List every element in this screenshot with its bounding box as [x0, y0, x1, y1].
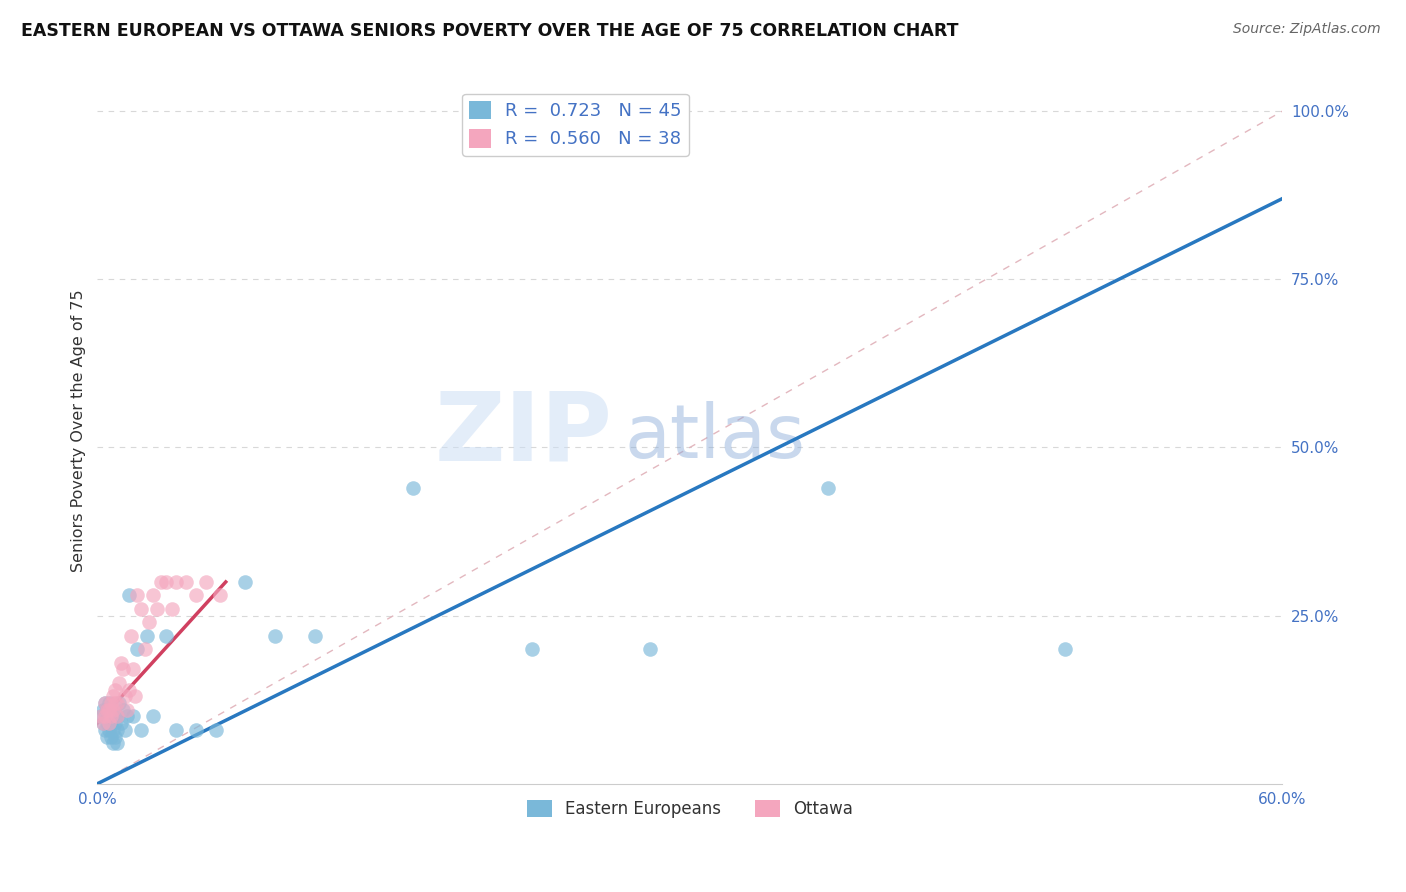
Point: [94, 723, 117, 737]
Point: [108, 676, 131, 690]
Point: [105, 723, 128, 737]
Point: [94, 696, 117, 710]
Point: [94, 709, 117, 723]
Point: [165, 723, 187, 737]
Point: [155, 574, 177, 589]
Point: [104, 682, 127, 697]
Point: [101, 736, 124, 750]
Point: [98, 723, 121, 737]
Point: [91, 716, 114, 731]
Point: [120, 629, 142, 643]
Point: [100, 709, 122, 723]
Point: [118, 588, 141, 602]
Point: [142, 588, 165, 602]
Point: [110, 716, 132, 731]
Point: [105, 736, 128, 750]
Point: [165, 574, 187, 589]
Point: [184, 723, 207, 737]
Point: [101, 703, 124, 717]
Point: [104, 716, 127, 731]
Point: [114, 690, 136, 704]
Point: [115, 709, 138, 723]
Point: [98, 703, 121, 717]
Point: [100, 696, 122, 710]
Legend: Eastern Europeans, Ottawa: Eastern Europeans, Ottawa: [520, 793, 859, 825]
Point: [91, 703, 114, 717]
Point: [124, 690, 146, 704]
Point: [100, 716, 122, 731]
Point: [98, 696, 121, 710]
Point: [520, 642, 543, 657]
Point: [402, 481, 425, 495]
Point: [105, 709, 128, 723]
Point: [122, 709, 145, 723]
Point: [125, 642, 148, 657]
Point: [162, 602, 184, 616]
Point: [145, 602, 167, 616]
Point: [110, 656, 132, 670]
Point: [100, 730, 122, 744]
Point: [1054, 642, 1077, 657]
Point: [135, 629, 157, 643]
Point: [105, 696, 128, 710]
Point: [105, 709, 128, 723]
Point: [90, 709, 112, 723]
Point: [104, 730, 127, 744]
Point: [129, 723, 152, 737]
Point: [205, 723, 228, 737]
Point: [129, 602, 152, 616]
Point: [138, 615, 160, 630]
Point: [91, 716, 114, 731]
Point: [125, 588, 148, 602]
Point: [235, 574, 257, 589]
Point: [115, 703, 138, 717]
Point: [112, 662, 135, 676]
Text: Source: ZipAtlas.com: Source: ZipAtlas.com: [1233, 22, 1381, 37]
Point: [149, 574, 172, 589]
Point: [96, 716, 118, 731]
Point: [96, 730, 118, 744]
Point: [817, 481, 839, 495]
Point: [640, 642, 662, 657]
Point: [98, 716, 121, 731]
Point: [96, 703, 118, 717]
Point: [101, 709, 124, 723]
Point: [174, 574, 197, 589]
Point: [304, 629, 326, 643]
Point: [142, 709, 165, 723]
Point: [90, 709, 112, 723]
Y-axis label: Seniors Poverty Over the Age of 75: Seniors Poverty Over the Age of 75: [72, 289, 86, 572]
Point: [208, 588, 231, 602]
Point: [264, 629, 287, 643]
Point: [184, 588, 207, 602]
Point: [118, 682, 141, 697]
Text: atlas: atlas: [624, 401, 806, 475]
Point: [108, 696, 131, 710]
Point: [98, 709, 121, 723]
Point: [101, 690, 124, 704]
Point: [122, 662, 145, 676]
Point: [114, 723, 136, 737]
Point: [101, 723, 124, 737]
Point: [155, 629, 177, 643]
Point: [112, 703, 135, 717]
Point: [96, 703, 118, 717]
Point: [134, 642, 156, 657]
Point: [94, 696, 117, 710]
Point: [104, 696, 127, 710]
Point: [195, 574, 218, 589]
Text: ZIP: ZIP: [434, 388, 613, 481]
Text: EASTERN EUROPEAN VS OTTAWA SENIORS POVERTY OVER THE AGE OF 75 CORRELATION CHART: EASTERN EUROPEAN VS OTTAWA SENIORS POVER…: [21, 22, 959, 40]
